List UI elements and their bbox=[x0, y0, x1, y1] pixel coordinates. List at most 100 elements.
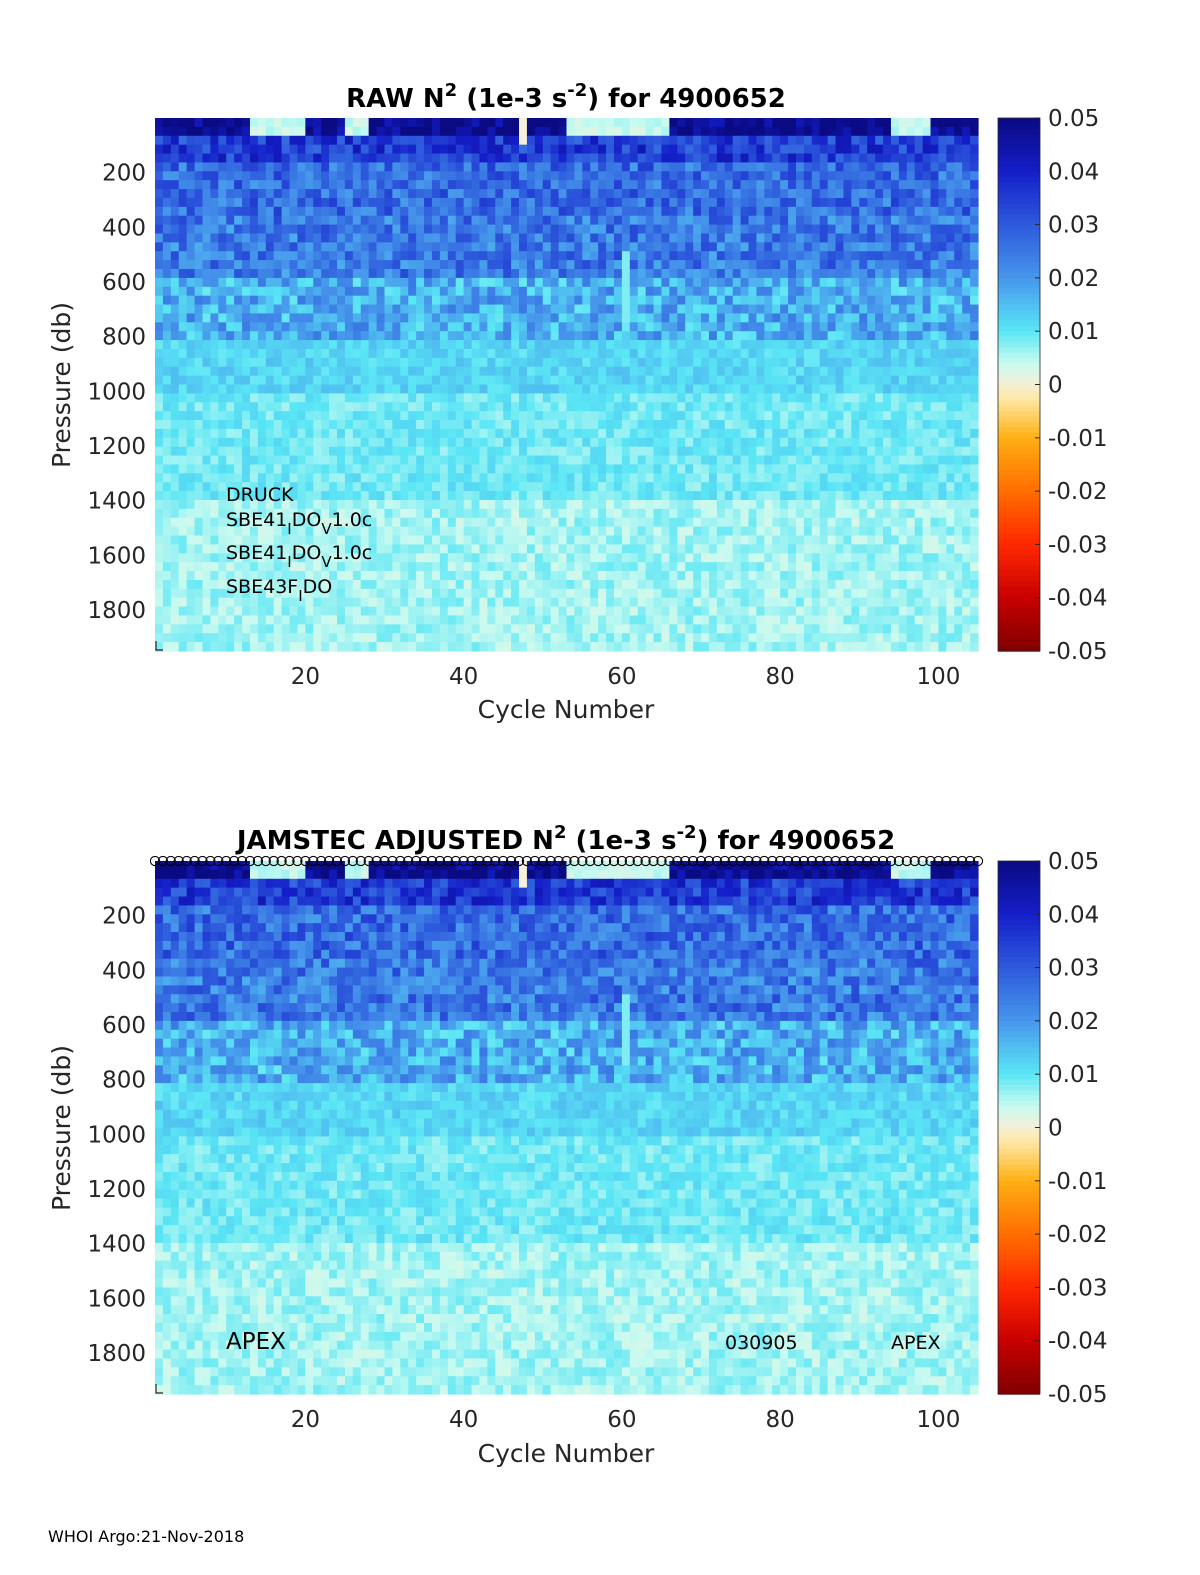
heatmap-cell bbox=[621, 579, 631, 590]
heatmap-cell bbox=[424, 224, 433, 235]
heatmap-cell bbox=[613, 251, 623, 261]
heatmap-cell bbox=[519, 615, 528, 625]
heatmap-cell bbox=[210, 269, 219, 279]
heatmap-cell bbox=[384, 597, 393, 608]
heatmap-cell bbox=[194, 180, 204, 190]
heatmap-cell bbox=[511, 153, 520, 164]
heatmap-cell bbox=[780, 535, 789, 545]
heatmap-cell bbox=[613, 473, 623, 483]
heatmap-cell bbox=[289, 508, 299, 519]
heatmap-cell bbox=[772, 224, 781, 235]
heatmap-cell bbox=[297, 411, 306, 421]
heatmap-cell bbox=[416, 499, 425, 510]
heatmap-cell bbox=[242, 508, 251, 519]
heatmap-cell bbox=[637, 171, 647, 181]
heatmap-cell bbox=[249, 428, 259, 439]
heatmap-cell bbox=[716, 251, 726, 261]
heatmap-cell bbox=[376, 606, 386, 617]
heatmap-cell bbox=[249, 588, 259, 599]
heatmap-cell bbox=[621, 446, 631, 457]
heatmap-cell bbox=[637, 277, 647, 288]
heatmap-cell bbox=[431, 313, 441, 323]
heatmap-cell bbox=[724, 437, 734, 448]
heatmap-cell bbox=[242, 633, 251, 643]
heatmap-cell bbox=[661, 366, 670, 377]
heatmap-cell bbox=[273, 322, 283, 332]
heatmap-cell bbox=[803, 340, 813, 350]
heatmap-cell bbox=[534, 553, 544, 563]
heatmap-cell bbox=[732, 615, 742, 625]
heatmap-cell bbox=[606, 348, 615, 359]
heatmap-cell bbox=[178, 384, 188, 394]
heatmap-cell bbox=[550, 269, 560, 279]
heatmap-cell bbox=[194, 571, 204, 581]
heatmap-cell bbox=[210, 215, 219, 226]
heatmap-cell bbox=[471, 375, 481, 386]
heatmap-cell bbox=[447, 526, 457, 537]
heatmap-cell bbox=[795, 180, 805, 190]
heatmap-cell bbox=[748, 224, 758, 235]
heatmap-cell bbox=[360, 224, 370, 235]
heatmap-cell bbox=[273, 606, 283, 617]
heatmap-cell bbox=[503, 304, 512, 315]
heatmap-cell bbox=[677, 313, 686, 323]
heatmap-cell bbox=[519, 508, 528, 519]
heatmap-cell bbox=[384, 482, 393, 492]
heatmap-cell bbox=[178, 304, 188, 315]
heatmap-cell bbox=[756, 251, 765, 261]
heatmap-cell bbox=[455, 224, 465, 235]
heatmap-cell bbox=[748, 615, 758, 625]
heatmap-cell bbox=[606, 375, 615, 386]
heatmap-cell bbox=[384, 579, 393, 590]
heatmap-cell bbox=[764, 606, 773, 617]
heatmap-cell bbox=[629, 277, 639, 288]
heatmap-cell bbox=[289, 499, 299, 510]
heatmap-cell bbox=[265, 322, 275, 332]
heatmap-cell bbox=[590, 304, 599, 315]
heatmap-cell bbox=[495, 446, 504, 457]
heatmap-cell bbox=[384, 153, 393, 164]
heatmap-cell bbox=[202, 357, 211, 368]
heatmap-cell bbox=[558, 153, 568, 164]
heatmap-cell bbox=[653, 304, 663, 315]
heatmap-cell bbox=[788, 402, 797, 412]
heatmap-cell bbox=[701, 126, 710, 137]
heatmap-cell bbox=[297, 171, 306, 181]
heatmap-cell bbox=[693, 322, 702, 332]
heatmap-cell bbox=[455, 153, 465, 164]
heatmap-cell bbox=[218, 375, 227, 386]
heatmap-cell bbox=[265, 437, 275, 448]
heatmap-cell bbox=[226, 126, 235, 137]
heatmap-cell bbox=[455, 340, 465, 350]
heatmap-cell bbox=[447, 224, 457, 235]
heatmap-cell bbox=[463, 642, 473, 652]
heatmap-cell bbox=[788, 304, 797, 315]
heatmap-cell bbox=[582, 437, 591, 448]
heatmap-cell bbox=[178, 348, 188, 359]
heatmap-cell bbox=[669, 215, 678, 226]
heatmap-cell bbox=[526, 153, 536, 164]
heatmap-cell bbox=[155, 402, 164, 412]
heatmap-cell bbox=[170, 304, 180, 315]
heatmap-cell bbox=[226, 366, 235, 377]
heatmap-cell bbox=[661, 446, 670, 457]
heatmap-cell bbox=[297, 420, 306, 430]
heatmap-cell bbox=[629, 606, 639, 617]
heatmap-cell bbox=[487, 295, 496, 306]
heatmap-cell bbox=[756, 366, 765, 377]
heatmap-cell bbox=[566, 304, 576, 315]
heatmap-cell bbox=[661, 189, 670, 199]
heatmap-cell bbox=[550, 491, 560, 501]
heatmap-cell bbox=[384, 393, 393, 403]
heatmap-cell bbox=[408, 624, 417, 634]
heatmap-cell bbox=[424, 455, 433, 466]
heatmap-cell bbox=[795, 437, 805, 448]
heatmap-cell bbox=[772, 348, 781, 359]
heatmap-cell bbox=[337, 579, 346, 590]
heatmap-cell bbox=[210, 571, 219, 581]
heatmap-cell bbox=[170, 455, 180, 466]
heatmap-cell bbox=[645, 455, 655, 466]
heatmap-cell bbox=[265, 260, 275, 270]
heatmap-cell bbox=[613, 126, 623, 137]
heatmap-cell bbox=[218, 197, 227, 208]
